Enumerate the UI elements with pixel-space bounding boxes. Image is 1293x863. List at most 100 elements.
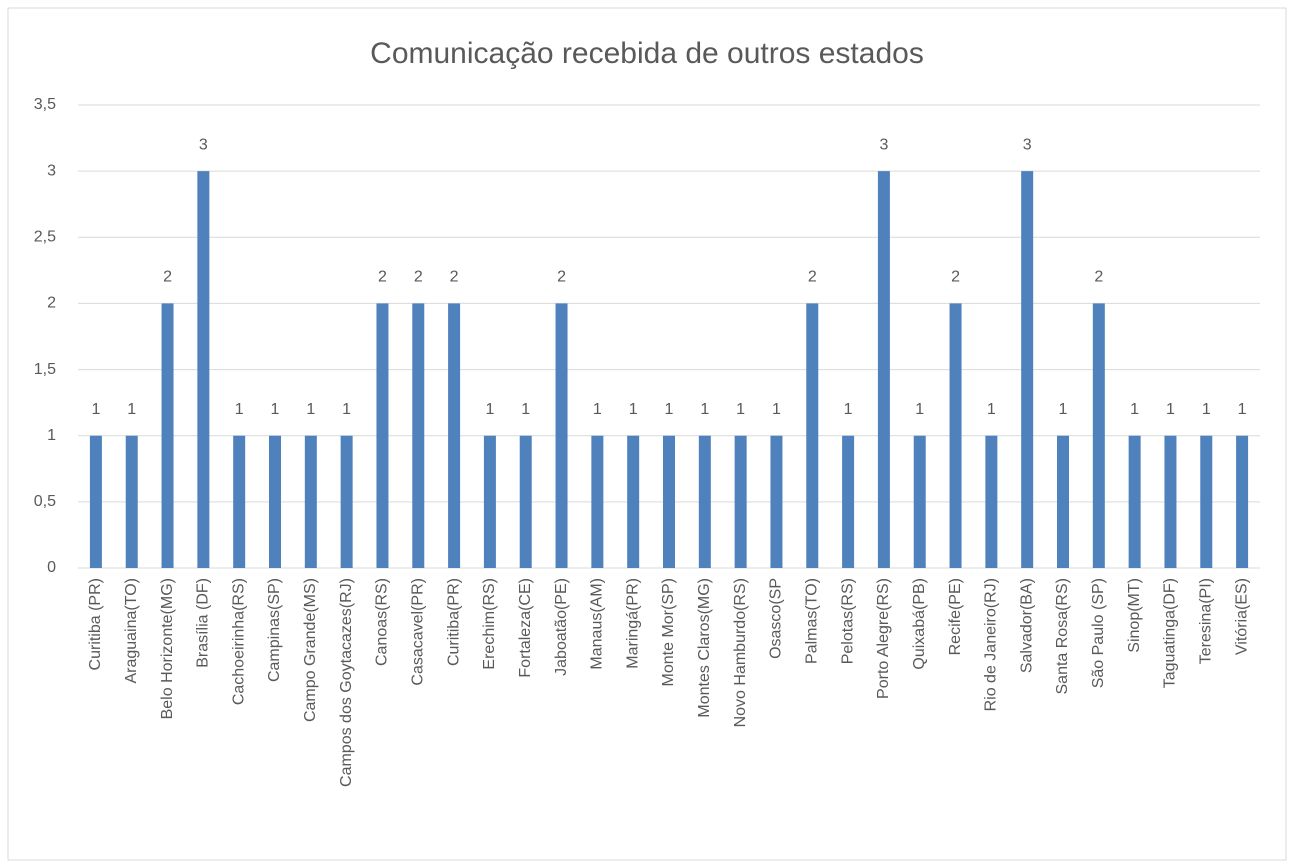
data-label: 1 — [665, 401, 674, 418]
bar — [340, 435, 353, 568]
x-tick-label: Montes Claros(MG) — [696, 578, 713, 718]
bar — [89, 435, 102, 568]
x-tick-label: Cachoeirinha(RS) — [230, 578, 247, 705]
data-label: 1 — [521, 401, 530, 418]
x-tick-label: Sinop(MT) — [1126, 578, 1143, 653]
bar — [627, 435, 640, 568]
bar — [376, 303, 389, 568]
bar — [1164, 435, 1177, 568]
data-label: 1 — [593, 401, 602, 418]
data-label: 2 — [378, 269, 387, 286]
data-label: 1 — [485, 401, 494, 418]
bar — [1021, 171, 1034, 568]
bar — [734, 435, 747, 568]
bar — [877, 171, 890, 568]
data-label: 1 — [1238, 401, 1247, 418]
data-label: 1 — [844, 401, 853, 418]
y-tick-label: 3 — [47, 162, 56, 179]
y-tick-label: 0 — [47, 559, 56, 576]
y-tick-label: 1,5 — [34, 361, 56, 378]
bar — [555, 303, 568, 568]
data-label: 2 — [414, 269, 423, 286]
bar — [1128, 435, 1141, 568]
x-tick-label: Teresina(PI) — [1197, 578, 1214, 664]
data-label: 2 — [1094, 269, 1103, 286]
data-label: 1 — [772, 401, 781, 418]
x-tick-label: Taguatinga(DF) — [1162, 578, 1179, 688]
data-label: 2 — [951, 269, 960, 286]
bar — [161, 303, 174, 568]
data-label: 1 — [127, 401, 136, 418]
chart-border — [7, 7, 1287, 861]
x-tick-label: Brasília (DF) — [195, 578, 212, 668]
chart-title: Comunicação recebida de outros estados — [370, 37, 924, 70]
data-label: 1 — [987, 401, 996, 418]
bar — [304, 435, 317, 568]
x-tick-label: Recife(PE) — [947, 578, 964, 655]
data-label: 1 — [1202, 401, 1211, 418]
x-tick-label: Casacavel(PR) — [409, 578, 426, 686]
bar — [233, 435, 246, 568]
x-tick-label: Campo Grande(MS) — [302, 578, 319, 722]
bar — [1200, 435, 1213, 568]
data-label: 1 — [629, 401, 638, 418]
x-tick-label: Curitiba(PR) — [445, 578, 462, 666]
x-tick-label: Rio de Janeiro(RJ) — [983, 578, 1000, 711]
x-tick-label: Salvador(BA) — [1018, 578, 1035, 673]
data-label: 1 — [736, 401, 745, 418]
bar — [913, 435, 926, 568]
x-tick-label: Porto Alegre(RS) — [875, 578, 892, 699]
x-tick-label: Canoas(RS) — [374, 578, 391, 666]
data-label: 1 — [1166, 401, 1175, 418]
bar — [519, 435, 532, 568]
x-tick-label: Vitória(ES) — [1233, 578, 1250, 655]
x-tick-label: Jaboatão(PE) — [553, 578, 570, 676]
bar — [197, 171, 210, 568]
bar — [269, 435, 281, 568]
data-label: 2 — [163, 269, 172, 286]
x-tick-label: Curitiba (PR) — [87, 578, 104, 670]
x-tick-label: Maringá(PR) — [624, 578, 641, 669]
y-tick-label: 0,5 — [34, 493, 56, 510]
x-tick-label: Pelotas(RS) — [839, 578, 856, 664]
bar — [949, 303, 962, 568]
data-label: 1 — [271, 401, 280, 418]
bar — [1057, 435, 1069, 568]
data-label: 2 — [557, 269, 566, 286]
x-tick-label: Novo Hamburdo(RS) — [732, 578, 749, 727]
y-tick-label: 3,5 — [34, 96, 56, 113]
bar — [806, 303, 819, 568]
data-label: 3 — [199, 136, 208, 153]
x-tick-label: Santa Rosa(RS) — [1054, 578, 1071, 695]
data-label: 1 — [915, 401, 924, 418]
data-label: 1 — [306, 401, 315, 418]
bar — [985, 435, 998, 568]
x-tick-label: Monte Mor(SP) — [660, 578, 677, 686]
y-tick-label: 1 — [47, 427, 56, 444]
bar — [698, 435, 711, 568]
data-label: 3 — [879, 136, 888, 153]
bar — [591, 435, 604, 568]
data-label: 1 — [235, 401, 244, 418]
bar — [1236, 435, 1249, 568]
data-label: 1 — [342, 401, 351, 418]
y-tick-label: 2,5 — [34, 229, 56, 246]
bar — [448, 303, 461, 568]
bar — [483, 435, 496, 568]
x-tick-label: Osasco(SP — [768, 578, 785, 659]
bar — [1092, 303, 1105, 568]
data-label: 3 — [1023, 136, 1032, 153]
bar — [770, 435, 783, 568]
x-tick-label: Palmas(TO) — [803, 578, 820, 664]
bar — [412, 303, 425, 568]
data-label: 1 — [1130, 401, 1139, 418]
bar — [663, 435, 675, 568]
data-label: 1 — [91, 401, 100, 418]
y-tick-label: 2 — [47, 295, 56, 312]
x-tick-label: Araguaina(TO) — [123, 578, 140, 684]
data-label: 2 — [808, 269, 817, 286]
bar — [842, 435, 855, 568]
x-tick-label: Belo Horizonte(MG) — [159, 578, 176, 719]
data-label: 1 — [1059, 401, 1068, 418]
